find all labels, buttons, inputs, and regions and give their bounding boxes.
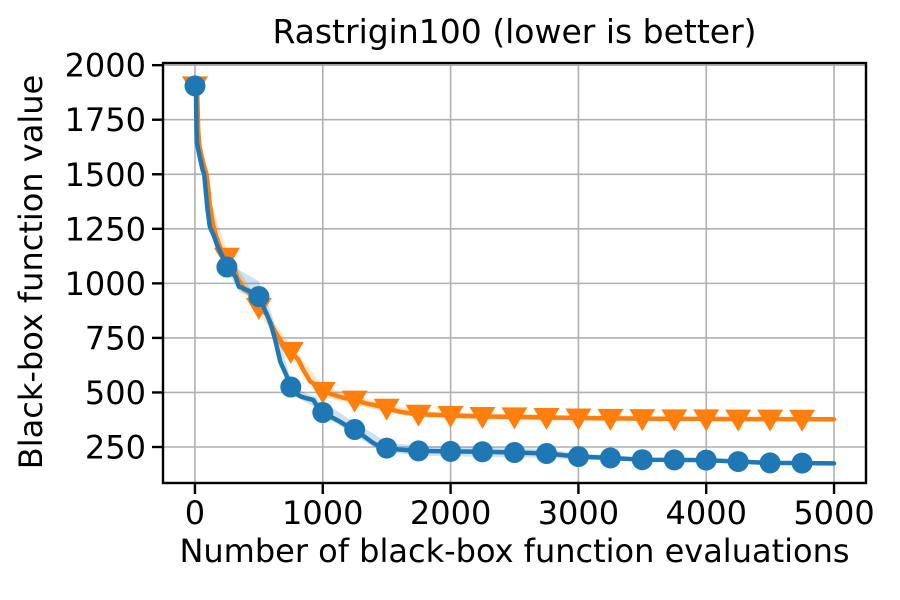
y-tick-label: 750	[85, 319, 146, 357]
x-tick-label: 1000	[282, 494, 363, 532]
blue-circles-marker	[727, 451, 749, 473]
orange-triangles-marker	[533, 408, 560, 430]
orange-triangles-marker	[565, 408, 592, 431]
x-tick-label: 0	[185, 494, 205, 532]
blue-circles-marker	[567, 446, 589, 468]
y-tick-label: 1500	[65, 156, 146, 194]
blue-circles-marker	[599, 447, 621, 469]
blue-circles-marker	[280, 376, 302, 398]
y-tick-label: 1750	[65, 101, 146, 139]
x-tick-label: 5000	[793, 494, 874, 532]
orange-triangles-marker	[757, 409, 784, 432]
blue-circles-line	[192, 83, 837, 466]
blue-circles-marker	[376, 437, 398, 459]
orange-triangles-marker	[693, 409, 720, 432]
y-tick-label: 250	[85, 429, 146, 467]
y-tick-label: 500	[85, 374, 146, 412]
axes-spines	[161, 61, 868, 485]
x-axis-label: Number of black-box function evaluations	[179, 532, 850, 570]
blue-circles-marker	[440, 440, 462, 462]
chart-title: Rastrigin100 (lower is better)	[272, 12, 757, 51]
blue-circles-marker	[248, 286, 270, 307]
blue-circles-marker	[504, 442, 525, 463]
orange-triangles-marker	[341, 390, 368, 413]
x-tick-label: 4000	[666, 494, 747, 532]
y-axis-label: Black-box function value	[12, 74, 50, 470]
x-tick-label: 3000	[538, 494, 619, 532]
orange-triangles-marker	[789, 409, 816, 432]
orange-triangles-marker	[469, 407, 496, 429]
blue-circles-marker	[663, 449, 685, 471]
x-tick-label: 2000	[410, 494, 491, 532]
blue-circles-marker	[216, 256, 238, 278]
blue-circles-marker	[759, 452, 781, 474]
y-tick-label: 1250	[65, 210, 146, 248]
orange-triangles-marker	[277, 341, 304, 364]
orange-triangles-marker	[501, 407, 528, 430]
blue-circles-marker	[536, 443, 557, 464]
blue-circles-marker	[791, 452, 813, 474]
blue-circles-marker	[631, 449, 653, 471]
blue-circles-marker	[344, 419, 366, 440]
orange-triangles-marker	[309, 381, 336, 404]
orange-triangles-marker	[629, 409, 656, 432]
blue-circles-marker	[408, 440, 430, 462]
blue-circles-marker	[695, 449, 717, 471]
blue-circles-marker	[184, 75, 206, 97]
orange-triangles-marker	[725, 409, 752, 432]
blue-circles-marker	[472, 441, 493, 463]
orange-triangles-marker	[661, 409, 688, 432]
y-tick-label: 2000	[65, 47, 146, 85]
orange-triangles-marker	[437, 405, 464, 428]
orange-triangles-marker	[597, 408, 624, 431]
orange-triangles-marker	[373, 398, 400, 421]
blue-circles-marker	[312, 402, 334, 423]
y-tick-label: 1000	[65, 265, 146, 303]
orange-triangles-marker	[405, 404, 432, 427]
